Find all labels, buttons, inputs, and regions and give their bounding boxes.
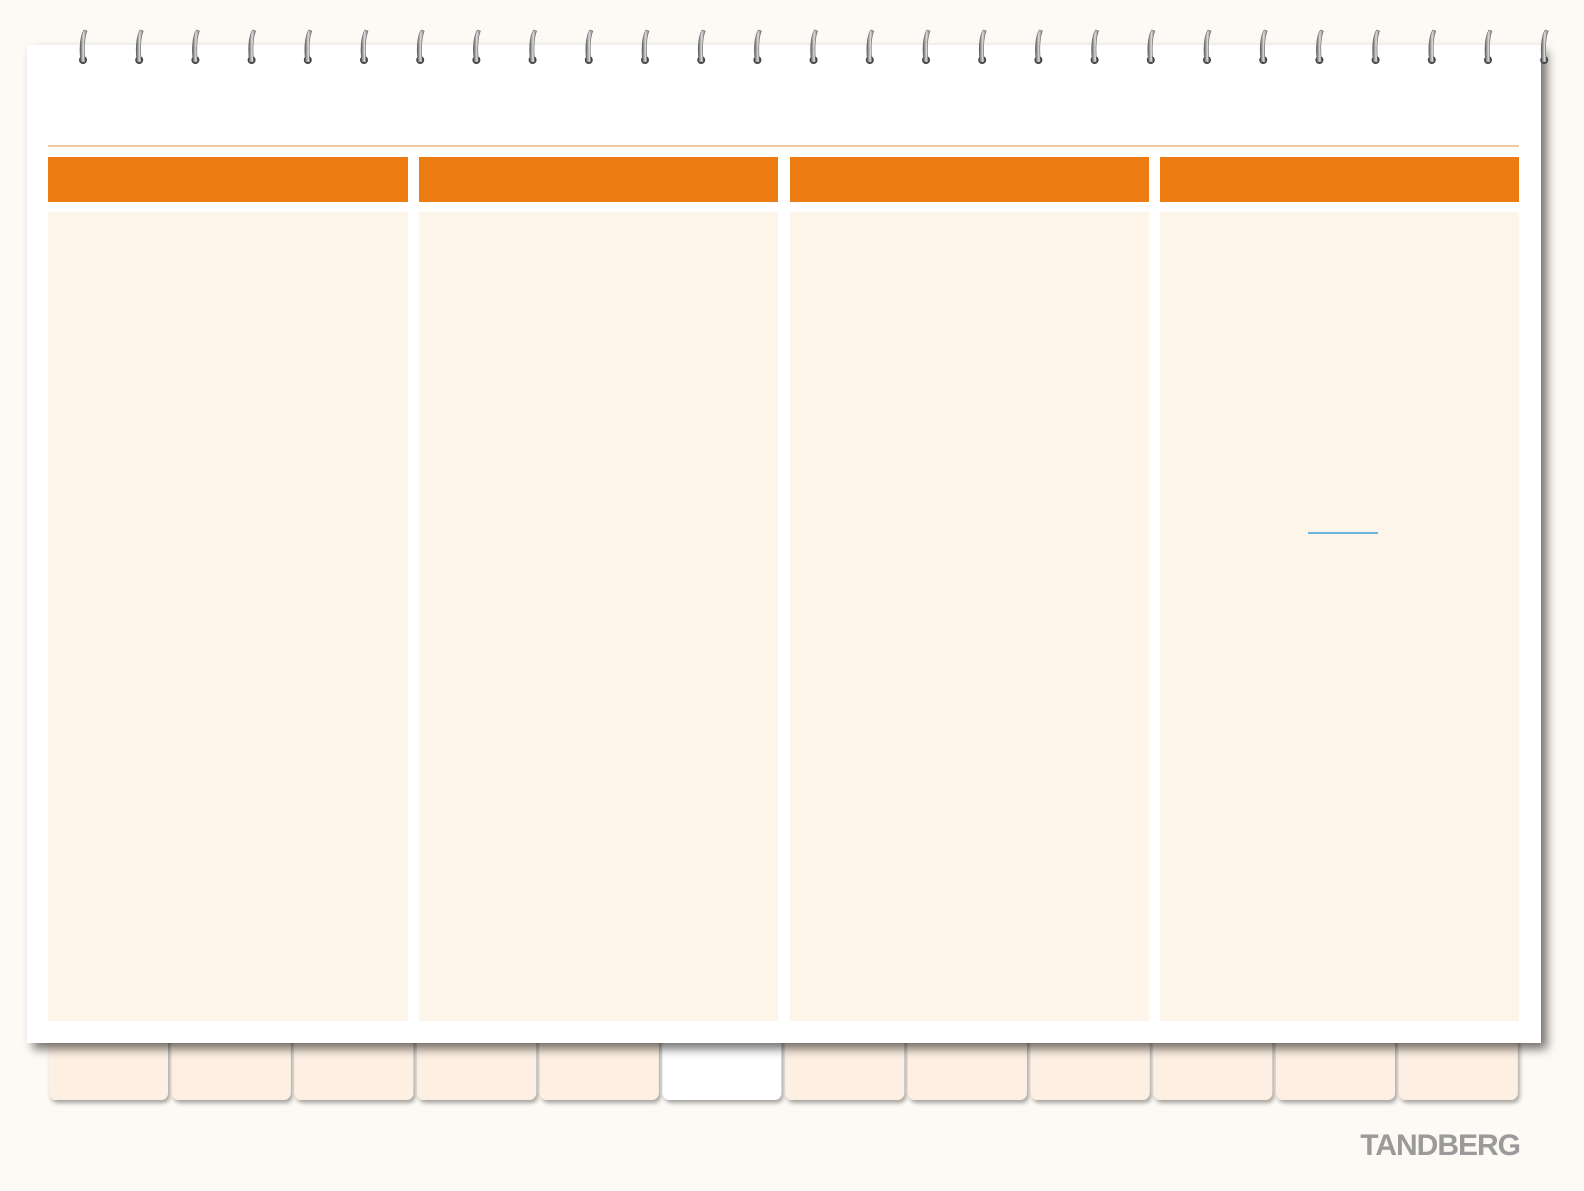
logo: TANDBERG (1360, 1129, 1520, 1162)
tab[interactable] (171, 1030, 291, 1100)
tab[interactable] (49, 1030, 168, 1100)
binding-ring (135, 29, 144, 63)
binding-ring (473, 29, 481, 63)
binding-ring (1091, 29, 1100, 63)
tabs (49, 1030, 1518, 1100)
tab[interactable] (417, 1030, 537, 1100)
spiral-binding (79, 29, 1549, 64)
column-header (790, 157, 1149, 202)
column-header (1160, 157, 1519, 202)
tab[interactable] (907, 1030, 1027, 1100)
tab[interactable] (294, 1030, 414, 1100)
binding-ring (978, 29, 987, 63)
binding-ring (1372, 29, 1381, 63)
binding-ring (1147, 29, 1156, 63)
column-body (790, 212, 1149, 1021)
binding-ring (79, 29, 88, 63)
tab[interactable] (1398, 1030, 1518, 1100)
binding-ring (248, 29, 257, 63)
binding-ring (754, 29, 762, 63)
tab-active[interactable] (662, 1030, 782, 1100)
binding-ring (641, 29, 650, 63)
binding-ring (529, 29, 538, 63)
binding-ring (922, 29, 931, 63)
column-body (48, 212, 408, 1021)
tab[interactable] (539, 1030, 659, 1100)
column-body (1160, 212, 1519, 1021)
binding-ring (1540, 29, 1549, 63)
columns (48, 157, 1519, 1021)
binding-ring (304, 29, 313, 63)
binding-ring (585, 29, 594, 63)
tab[interactable] (785, 1030, 905, 1100)
binding-ring (360, 29, 369, 63)
tab[interactable] (1153, 1030, 1273, 1100)
binding-ring (192, 29, 200, 63)
binding-ring (1428, 29, 1437, 63)
binding-ring (1484, 29, 1493, 63)
binding-ring (697, 29, 706, 63)
binding-ring (416, 29, 425, 63)
binding-ring (1259, 29, 1268, 63)
binding-ring (1203, 29, 1212, 63)
column-header (419, 157, 778, 202)
binding-ring (1316, 29, 1324, 63)
column-body (419, 212, 778, 1021)
binding-ring (810, 29, 819, 63)
binding-ring (866, 29, 875, 63)
tab[interactable] (1276, 1030, 1395, 1100)
column-header (48, 157, 408, 202)
binding-ring (1035, 29, 1043, 63)
tab[interactable] (1030, 1030, 1150, 1100)
